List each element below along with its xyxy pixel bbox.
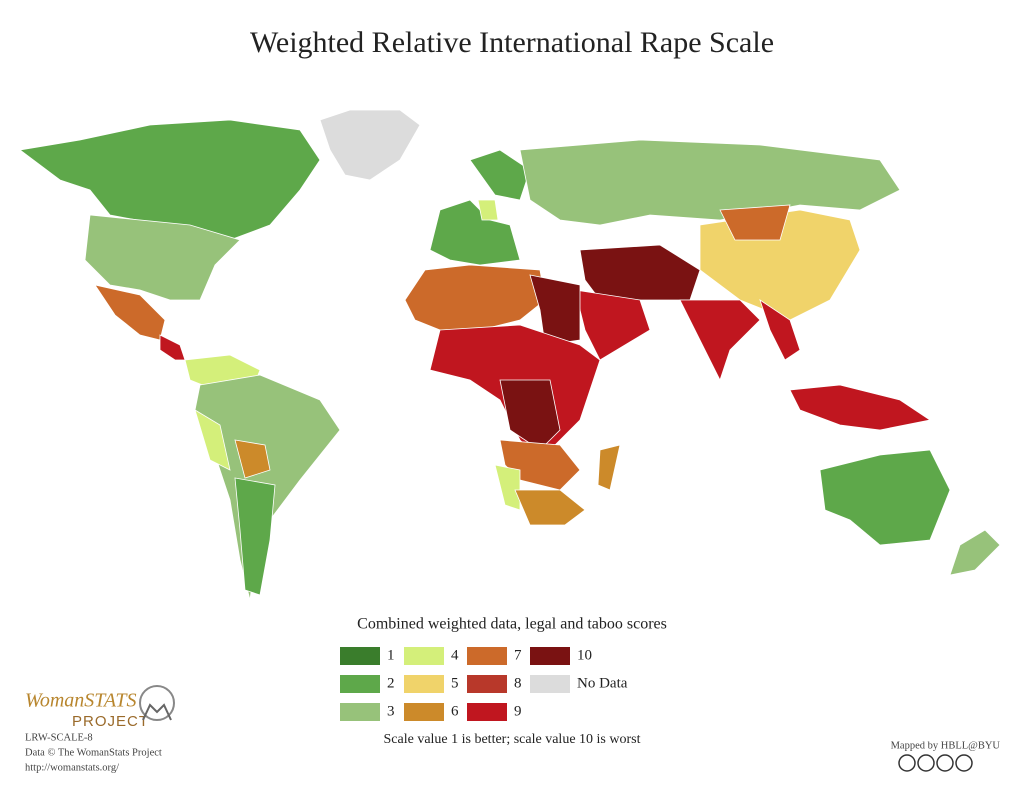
legend-swatch (340, 647, 380, 665)
legend-swatch (467, 675, 507, 693)
legend-swatch (404, 703, 444, 721)
logo-name: WomanSTATS (25, 690, 137, 712)
legend-label: 2 (387, 675, 395, 691)
legend-title: Combined weighted data, legal and taboo … (357, 616, 667, 633)
legend-label: 4 (451, 647, 459, 663)
scale-note: Scale value 1 is better; scale value 10 … (384, 732, 641, 747)
logo-sub: PROJECT (72, 713, 149, 730)
world-map (19, 109, 1001, 601)
logo: WomanSTATS PROJECT (25, 685, 175, 730)
legend-label: 10 (577, 647, 592, 663)
legend-label: 5 (451, 675, 459, 691)
legend-swatch (340, 703, 380, 721)
cc-icons (898, 754, 973, 772)
credit: Mapped by HBLL@BYU (891, 740, 1001, 751)
legend-label: 3 (387, 703, 395, 719)
logo-hands (142, 703, 172, 721)
logo-globe (139, 685, 175, 721)
legend: 1 2 3 4 5 6 7 8 9 10 No Data (340, 647, 628, 721)
legend-swatch (530, 675, 570, 693)
legend-swatch (530, 647, 570, 665)
legend-swatch (467, 703, 507, 721)
legend-label: 1 (387, 647, 395, 663)
legend-label: 8 (514, 675, 522, 691)
legend-swatch (467, 647, 507, 665)
legend-label: 9 (514, 703, 522, 719)
legend-label: 6 (451, 703, 459, 719)
footer-line: http://womanstats.org/ (25, 762, 119, 773)
legend-swatch (404, 647, 444, 665)
legend-swatch (404, 675, 444, 693)
legend-swatch (340, 675, 380, 693)
footer-line: LRW-SCALE-8 (25, 732, 93, 743)
footer-line: Data © The WomanStats Project (25, 747, 162, 758)
title: Weighted Relative International Rape Sca… (250, 26, 774, 59)
legend-label: No Data (577, 675, 628, 691)
legend-label: 7 (514, 647, 522, 663)
